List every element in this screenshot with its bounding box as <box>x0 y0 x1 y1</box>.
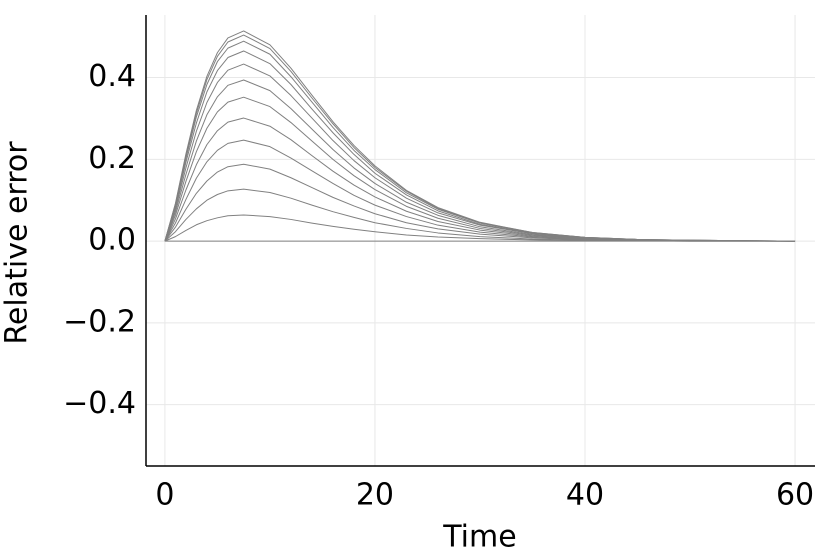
data-line <box>164 163 796 242</box>
x-axis-label: Time <box>442 520 516 554</box>
x-tick-label: 40 <box>566 478 604 513</box>
y-tick-label: −0.2 <box>63 304 136 339</box>
data-line <box>164 63 796 242</box>
data-line <box>164 188 796 242</box>
data-line <box>164 117 796 242</box>
data-line <box>164 34 796 242</box>
x-tick-label: 60 <box>776 478 814 513</box>
data-line <box>164 30 796 242</box>
y-tick-label: 0.0 <box>88 223 136 258</box>
y-axis-label: Relative error <box>0 141 35 345</box>
data-line <box>164 139 796 242</box>
data-line <box>164 79 796 242</box>
data-line <box>164 96 796 242</box>
y-tick-label: −0.4 <box>63 386 136 421</box>
data-line <box>164 50 796 242</box>
x-tick-label: 0 <box>155 478 174 513</box>
y-tick-label: 0.4 <box>88 59 136 94</box>
y-tick-label: 0.2 <box>88 141 136 176</box>
x-tick-label: 20 <box>356 478 394 513</box>
data-line <box>164 214 796 242</box>
